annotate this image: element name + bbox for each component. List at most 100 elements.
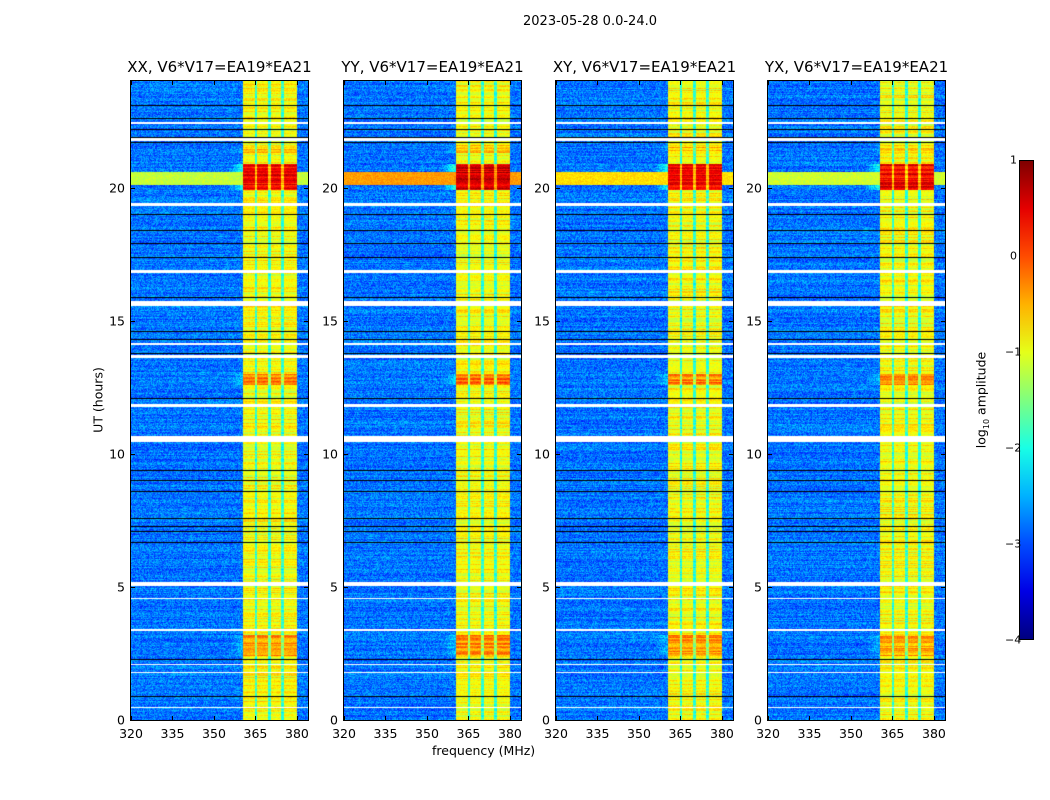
y-tick-label: 10 (109, 446, 125, 462)
y-tick-label: 5 (754, 579, 762, 595)
x-tick-mark (933, 81, 935, 85)
y-tick-label: 15 (534, 313, 550, 329)
x-tick-mark (638, 716, 640, 720)
y-tick-mark (556, 320, 560, 322)
x-tick-mark (255, 716, 257, 720)
y-tick-mark (517, 586, 521, 588)
y-tick-mark (556, 720, 560, 721)
x-tick-label: 350 (839, 726, 863, 741)
y-tick-label: 10 (746, 446, 762, 462)
panel-yy: YY, V6*V17=EA19*EA21 320 335 350 365 380 0 5 10 1… (322, 58, 524, 741)
x-tick-mark (385, 81, 387, 85)
y-tick-label: 0 (754, 712, 762, 728)
y-tick-mark (131, 453, 135, 455)
x-tick-label: 380 (285, 726, 309, 741)
y-tick-mark (344, 187, 348, 189)
y-tick-mark (556, 453, 560, 455)
y-tick-label: 5 (542, 579, 550, 595)
x-tick-mark (556, 716, 557, 720)
y-tick-mark (729, 720, 733, 721)
y-tick-mark (131, 320, 135, 322)
heatmap (556, 81, 733, 720)
x-tick-mark (172, 81, 174, 85)
x-tick-mark (213, 716, 215, 720)
x-tick-mark (809, 716, 811, 720)
panel-title: YY, V6*V17=EA19*EA21 (341, 58, 524, 76)
panel-title: XY, V6*V17=EA19*EA21 (552, 58, 737, 76)
panel-xy: XY, V6*V17=EA19*EA21 320 335 350 365 380 0 5 10 1… (534, 58, 736, 741)
x-tick-mark (344, 81, 345, 85)
x-tick-mark (344, 716, 345, 720)
x-tick-mark (509, 81, 511, 85)
x-tick-label: 380 (498, 726, 522, 741)
y-tick-mark (941, 586, 945, 588)
x-tick-mark (255, 81, 257, 85)
y-tick-mark (344, 320, 348, 322)
x-tick-label: 365 (243, 726, 268, 741)
x-tick-mark (892, 716, 894, 720)
y-tick-mark (556, 187, 560, 189)
y-tick-mark (344, 453, 348, 455)
y-tick-mark (941, 720, 945, 721)
x-tick-mark (892, 81, 894, 85)
y-tick-mark (768, 586, 772, 588)
x-tick-mark (426, 716, 428, 720)
x-tick-label: 380 (710, 726, 734, 741)
x-tick-mark (768, 716, 769, 720)
y-tick-mark (941, 320, 945, 322)
y-tick-mark (304, 320, 308, 322)
y-tick-label: 20 (109, 180, 125, 195)
panel-xx: XX, V6*V17=EA19*EA21 320 335 350 365 380 0 5 10 1… (109, 58, 312, 741)
y-tick-label: 20 (322, 180, 338, 195)
x-tick-mark (468, 716, 470, 720)
x-tick-label: 335 (585, 726, 610, 741)
x-tick-mark (768, 81, 769, 85)
x-tick-mark (385, 716, 387, 720)
colorbar-tick-label: 1 (1010, 153, 1017, 167)
x-tick-mark (296, 81, 298, 85)
colorbar-tick-label: −2 (1005, 441, 1022, 455)
x-tick-label: 335 (160, 726, 185, 741)
y-tick-mark (304, 586, 308, 588)
y-tick-mark (729, 586, 733, 588)
y-tick-mark (768, 453, 772, 455)
y-tick-label: 5 (330, 579, 338, 595)
panel-title: YX, V6*V17=EA19*EA21 (764, 58, 949, 76)
x-tick-mark (933, 716, 935, 720)
colorbar (1019, 160, 1034, 640)
y-tick-mark (768, 187, 772, 189)
y-tick-mark (768, 720, 772, 721)
x-tick-mark (597, 716, 599, 720)
x-tick-mark (850, 81, 852, 85)
y-tick-mark (304, 720, 308, 721)
x-tick-mark (721, 81, 723, 85)
x-tick-label: 320 (119, 726, 143, 741)
heatmap (768, 81, 945, 720)
x-tick-mark (680, 716, 682, 720)
y-tick-label: 10 (534, 446, 550, 462)
y-tick-mark (131, 187, 135, 189)
figure-title: 2023-05-28 0.0-24.0 (523, 14, 657, 29)
y-axis-label: UT (hours) (90, 367, 106, 433)
x-tick-mark (468, 81, 470, 85)
colorbar-tick-label: 0 (1010, 249, 1017, 263)
y-tick-mark (304, 187, 308, 189)
y-tick-label: 0 (330, 712, 338, 728)
y-tick-mark (556, 586, 560, 588)
y-tick-mark (517, 187, 521, 189)
x-tick-mark (680, 81, 682, 85)
x-tick-label: 335 (373, 726, 398, 741)
y-tick-mark (768, 320, 772, 322)
x-tick-mark (850, 716, 852, 720)
x-tick-mark (172, 716, 174, 720)
y-tick-mark (131, 586, 135, 588)
y-tick-mark (131, 720, 135, 721)
x-tick-mark (131, 81, 132, 85)
x-tick-label: 365 (880, 726, 905, 741)
y-tick-label: 0 (117, 712, 125, 728)
x-tick-mark (556, 81, 557, 85)
y-tick-mark (344, 586, 348, 588)
x-tick-mark (597, 81, 599, 85)
panel-title: XX, V6*V17=EA19*EA21 (127, 58, 312, 76)
x-tick-mark (509, 716, 511, 720)
